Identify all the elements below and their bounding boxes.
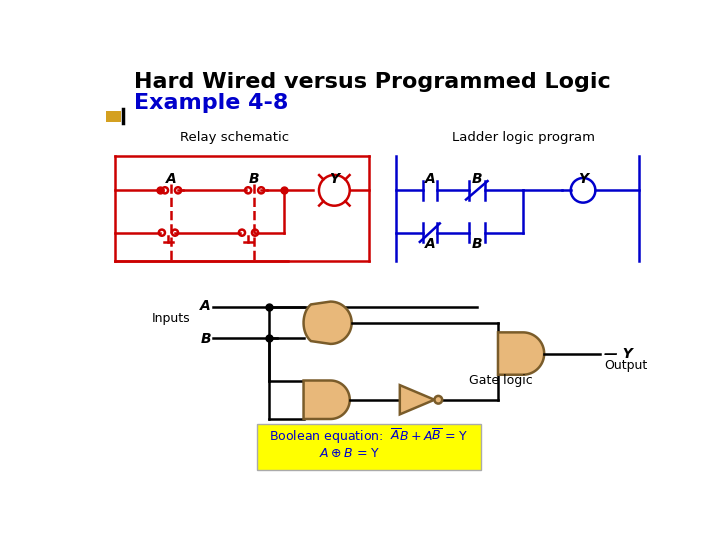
Bar <box>106 111 121 122</box>
Text: Boolean equation:  $\overline{A}B + A\overline{B}$ = Y: Boolean equation: $\overline{A}B + A\ove… <box>269 427 469 446</box>
Text: B: B <box>249 172 260 186</box>
Polygon shape <box>304 301 351 344</box>
Text: A: A <box>200 299 211 313</box>
Text: Output: Output <box>604 360 647 373</box>
Text: B: B <box>472 237 482 251</box>
Text: B: B <box>472 172 482 186</box>
Text: Example 4-8: Example 4-8 <box>134 93 289 113</box>
Text: A: A <box>425 237 435 251</box>
Text: Relay schematic: Relay schematic <box>180 131 289 145</box>
Text: Y: Y <box>329 172 339 186</box>
Circle shape <box>434 396 442 403</box>
Polygon shape <box>304 381 350 419</box>
Text: A: A <box>425 172 435 186</box>
Bar <box>257 423 481 470</box>
Text: Hard Wired versus Programmed Logic: Hard Wired versus Programmed Logic <box>134 72 611 92</box>
Text: $A \oplus B$ = Y: $A \oplus B$ = Y <box>319 447 380 460</box>
Text: Y: Y <box>578 172 588 186</box>
Text: A: A <box>166 172 176 186</box>
Text: — Y: — Y <box>604 347 633 361</box>
Text: Gate logic: Gate logic <box>469 374 533 387</box>
Polygon shape <box>498 333 544 375</box>
Text: B: B <box>200 332 211 346</box>
Text: Ladder logic program: Ladder logic program <box>451 131 595 145</box>
Polygon shape <box>400 385 434 414</box>
Text: Inputs: Inputs <box>152 313 191 326</box>
